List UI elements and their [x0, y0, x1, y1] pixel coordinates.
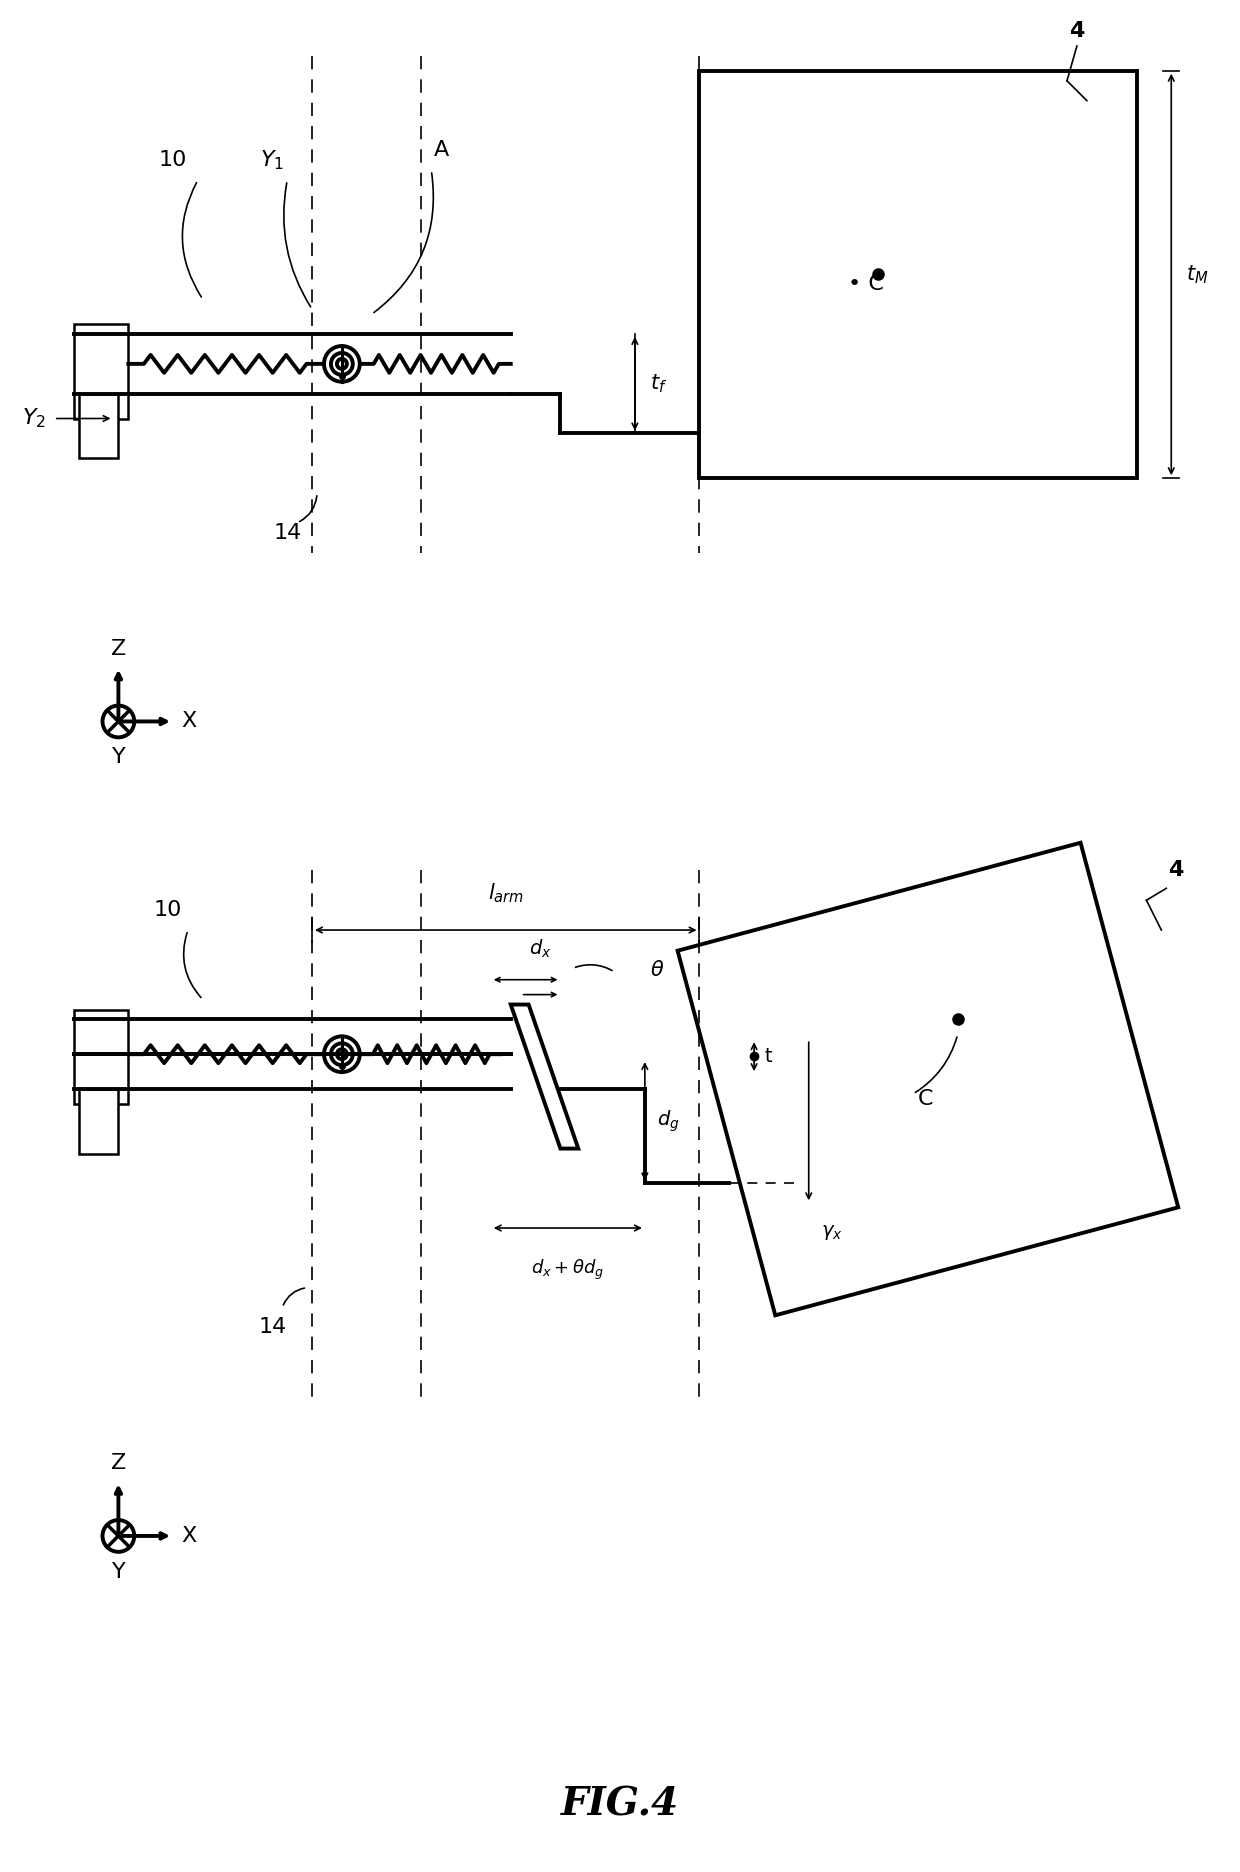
- Text: $d_g$: $d_g$: [657, 1108, 680, 1134]
- Text: $Y_1$: $Y_1$: [260, 148, 284, 172]
- Text: 14: 14: [258, 1318, 286, 1337]
- Text: 10: 10: [159, 150, 187, 170]
- Text: A: A: [434, 140, 449, 161]
- Bar: [78, 393, 118, 459]
- Text: 4: 4: [1168, 861, 1184, 880]
- Bar: [73, 1009, 128, 1104]
- Text: $Y_2$: $Y_2$: [22, 406, 46, 431]
- Text: $d_x+\theta d_g$: $d_x+\theta d_g$: [531, 1258, 605, 1282]
- Text: $\theta$: $\theta$: [650, 960, 665, 979]
- Text: t: t: [764, 1046, 771, 1067]
- Text: Y: Y: [112, 1561, 125, 1582]
- Text: Z: Z: [110, 1453, 126, 1473]
- Text: X: X: [181, 711, 196, 732]
- Text: $\gamma_x$: $\gamma_x$: [821, 1222, 842, 1241]
- Text: $t_f$: $t_f$: [650, 373, 667, 395]
- Text: C: C: [918, 1090, 934, 1108]
- Bar: [73, 324, 128, 419]
- Text: 14: 14: [273, 522, 301, 543]
- Text: 4: 4: [1069, 21, 1085, 41]
- Text: $t_M$: $t_M$: [1187, 264, 1209, 286]
- Bar: [699, 71, 1137, 477]
- Text: • C: • C: [848, 275, 884, 294]
- Text: $l_{arm}$: $l_{arm}$: [487, 882, 523, 906]
- Text: Y: Y: [112, 747, 125, 768]
- Text: FIG.4: FIG.4: [560, 1786, 680, 1823]
- Text: $d_x$: $d_x$: [529, 938, 552, 960]
- Text: 10: 10: [154, 900, 182, 921]
- Text: Z: Z: [110, 638, 126, 659]
- Bar: [78, 1090, 118, 1153]
- Text: X: X: [181, 1526, 196, 1546]
